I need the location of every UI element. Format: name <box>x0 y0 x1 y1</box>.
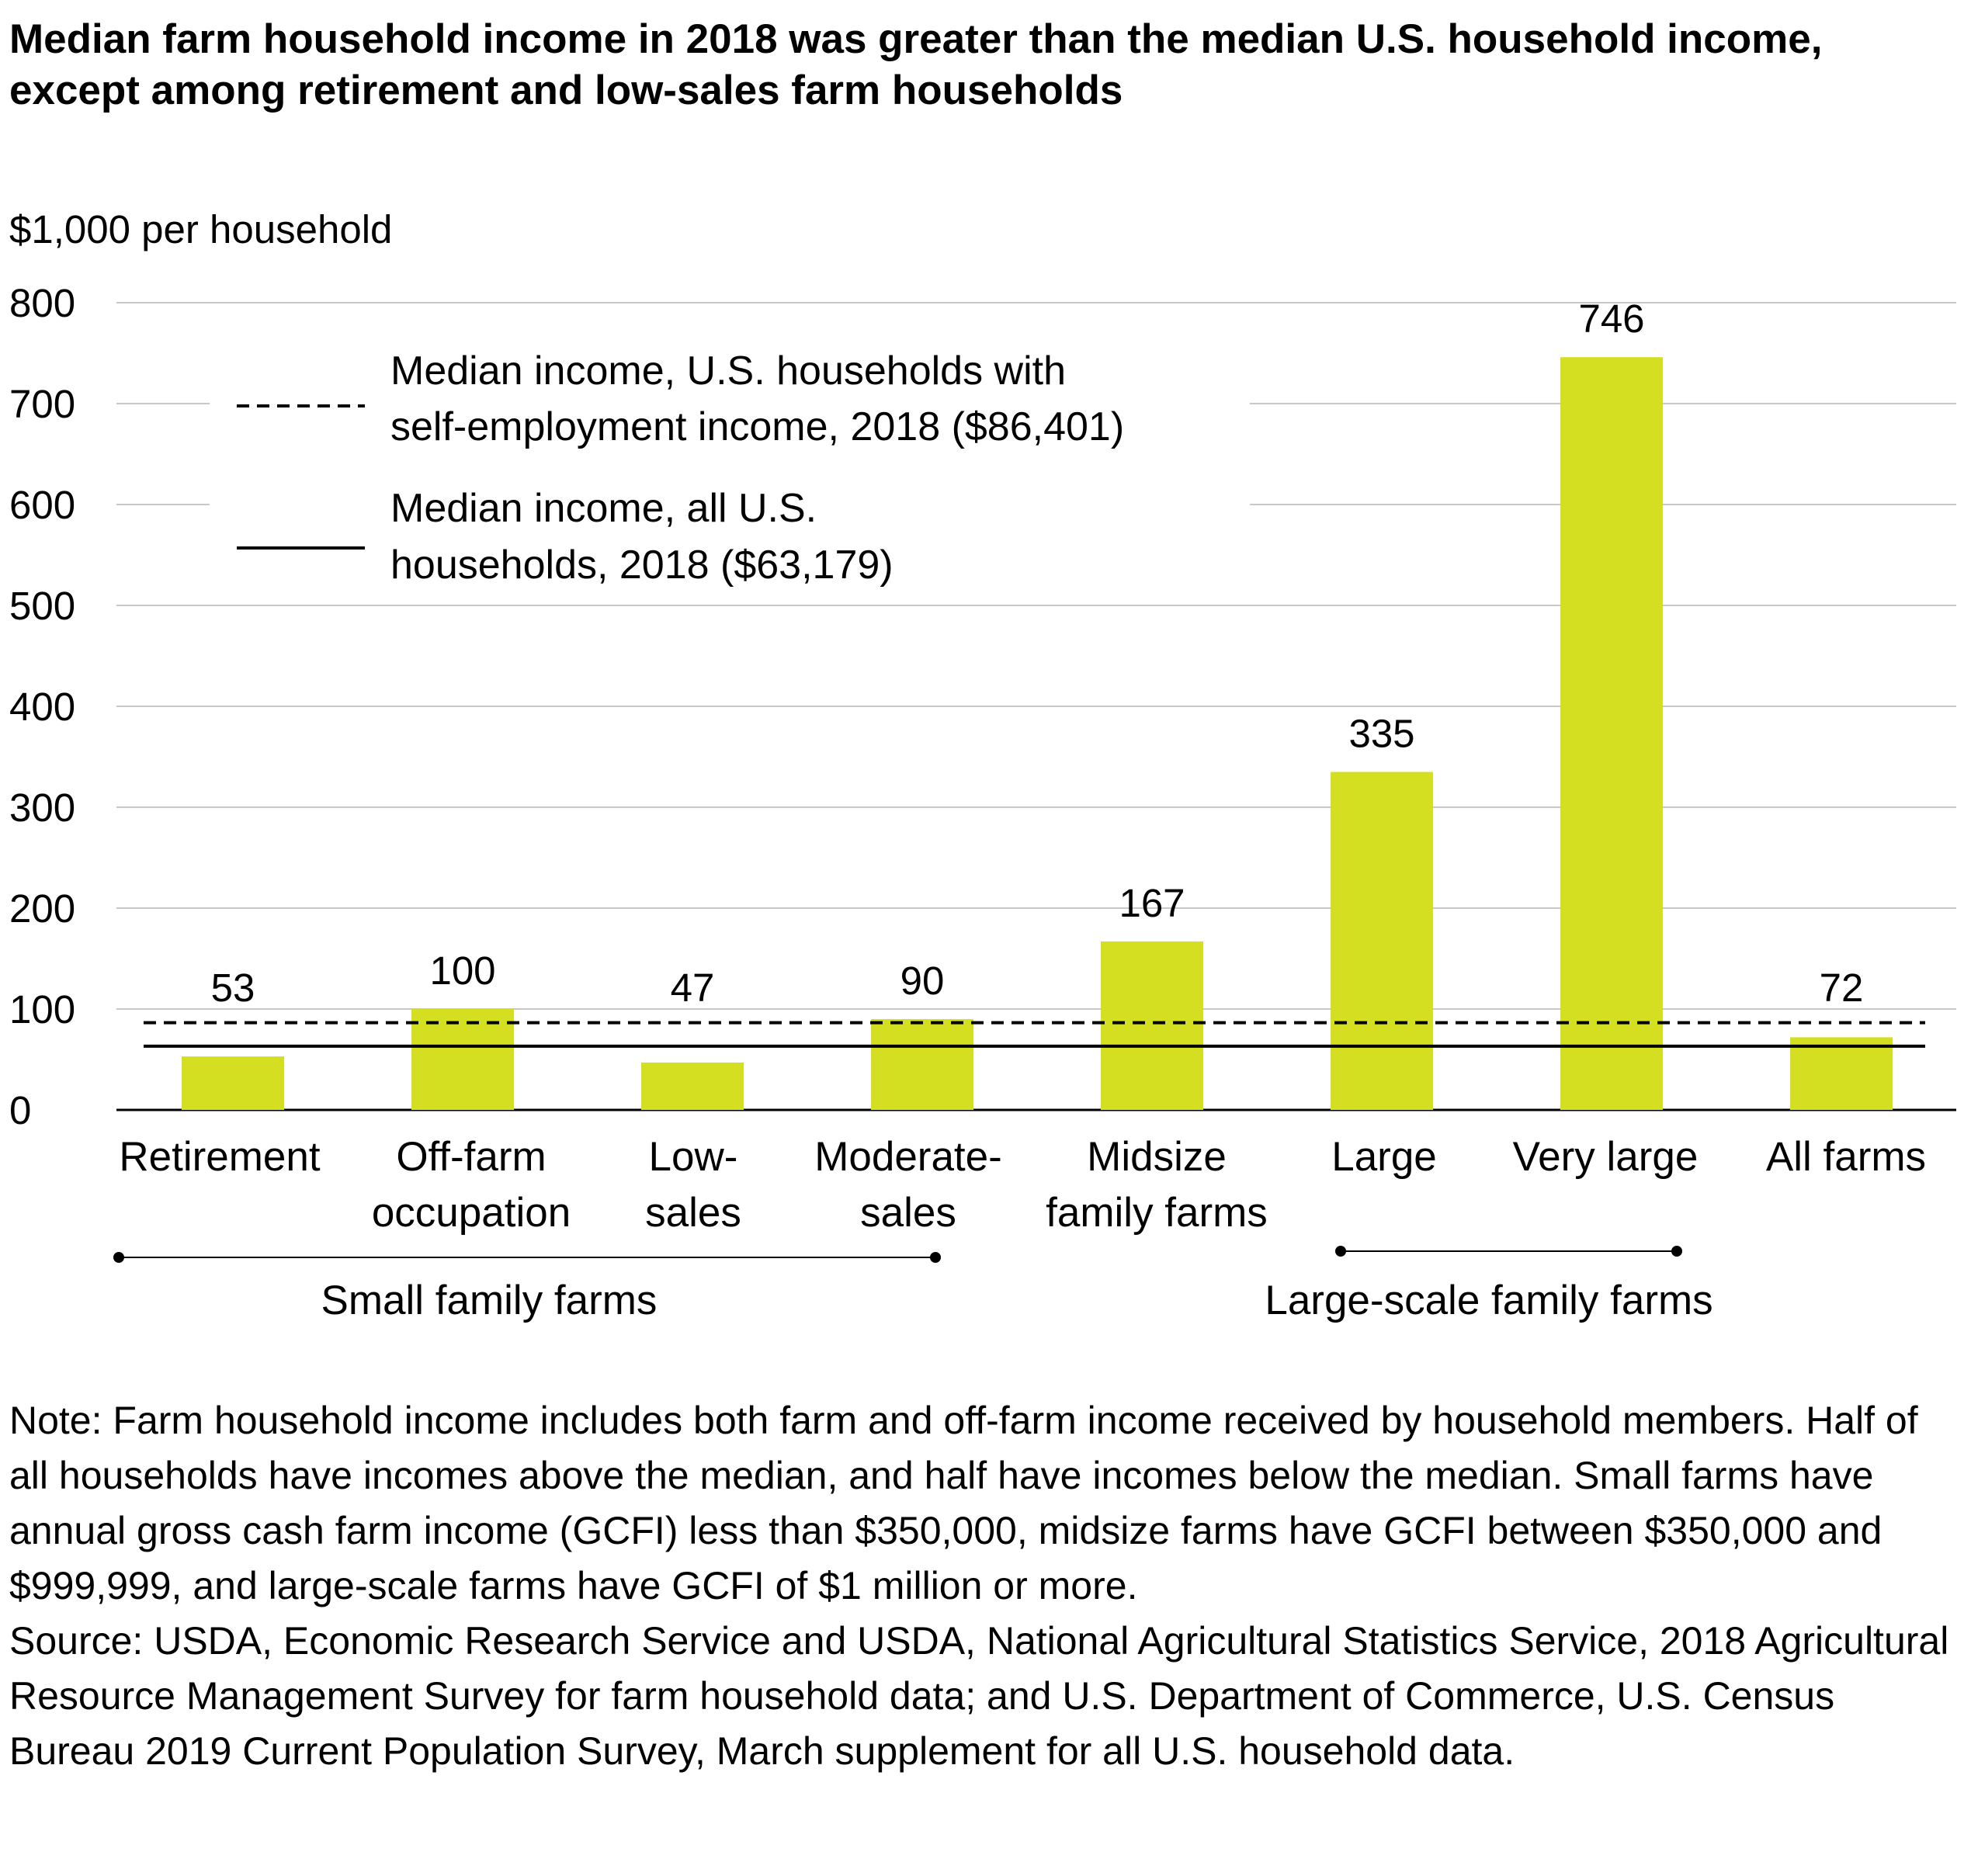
value-label-4: 167 <box>1119 881 1185 925</box>
bar-7 <box>1790 1037 1893 1110</box>
value-label-3: 90 <box>900 959 945 1003</box>
value-label-5: 335 <box>1348 712 1414 756</box>
bar-1 <box>411 1009 514 1110</box>
note-text: Note: Farm household income includes bot… <box>9 1399 1918 1607</box>
group-bracket-dot <box>1671 1246 1682 1257</box>
y-tick-0: 0 <box>9 1088 31 1132</box>
legend-label-dashed: self-employment income, 2018 ($86,401) <box>390 404 1124 449</box>
y-tick-500: 500 <box>9 584 75 628</box>
legend-label-solid: Median income, all U.S. <box>390 486 817 531</box>
bar-chart: $1,000 per household 0 100 200 300 400 500 600… <box>9 207 1956 1323</box>
reference-lines <box>144 1021 1925 1048</box>
value-label-7: 72 <box>1820 966 1864 1010</box>
value-label-6: 746 <box>1578 296 1644 341</box>
bar-3 <box>871 1019 973 1110</box>
category-label-1: occupation <box>372 1190 571 1236</box>
category-label-2: sales <box>645 1190 741 1236</box>
legend: Median income, U.S. households with self-… <box>210 348 1250 590</box>
value-labels: 53 100 47 90 167 335 746 72 <box>211 296 1864 1010</box>
y-tick-700: 700 <box>9 382 75 426</box>
group-bracket-dot <box>113 1252 124 1263</box>
value-label-2: 47 <box>671 966 715 1010</box>
value-label-0: 53 <box>211 966 255 1010</box>
category-label-4: Midsize <box>1087 1134 1227 1180</box>
chart-title: Median farm household income in 2018 was… <box>9 16 1823 113</box>
bars <box>182 357 1893 1110</box>
y-tick-300: 300 <box>9 785 75 830</box>
bar-6 <box>1560 357 1663 1110</box>
notes: Note: Farm household income includes bot… <box>9 1393 1962 1779</box>
category-label-3: Moderate- <box>814 1134 1002 1180</box>
y-tick-400: 400 <box>9 685 75 729</box>
legend-label-dashed: Median income, U.S. households with <box>390 348 1066 394</box>
category-label-6: Very large <box>1513 1134 1699 1180</box>
category-labels: Retirement Off-farm occupation Low-sales Mod… <box>119 1134 1926 1236</box>
y-axis-label: $1,000 per household <box>9 207 392 251</box>
bar-0 <box>182 1056 284 1110</box>
y-tick-600: 600 <box>9 483 75 527</box>
y-tick-200: 200 <box>9 886 75 931</box>
y-tick-labels: 0 100 200 300 400 500 600 700 800 <box>9 281 75 1132</box>
group-label: Small family farms <box>321 1278 658 1323</box>
bar-2 <box>641 1062 744 1110</box>
group-label: Large-scale family farms <box>1265 1278 1712 1323</box>
y-tick-100: 100 <box>9 987 75 1032</box>
source-text: Source: USDA, Economic Research Service … <box>9 1619 1949 1773</box>
group-bracket-dot <box>1335 1246 1346 1257</box>
group-bracket-dot <box>930 1252 941 1263</box>
category-label-0: Retirement <box>119 1134 320 1180</box>
category-label-7: All farms <box>1766 1134 1926 1180</box>
bar-4 <box>1101 941 1203 1110</box>
legend-label-solid: households, 2018 ($63,179) <box>390 543 894 588</box>
category-label-2: Low- <box>649 1134 738 1180</box>
category-label-1: Off-farm <box>396 1134 546 1180</box>
y-tick-800: 800 <box>9 281 75 325</box>
bar-5 <box>1331 772 1433 1110</box>
category-label-5: Large <box>1331 1134 1437 1180</box>
legend-background <box>210 349 1250 590</box>
category-label-3: sales <box>860 1190 956 1236</box>
category-label-4: family farms <box>1046 1190 1268 1236</box>
value-label-1: 100 <box>429 948 495 993</box>
group-brackets: Small family farms Large-scale family far… <box>113 1246 1713 1323</box>
